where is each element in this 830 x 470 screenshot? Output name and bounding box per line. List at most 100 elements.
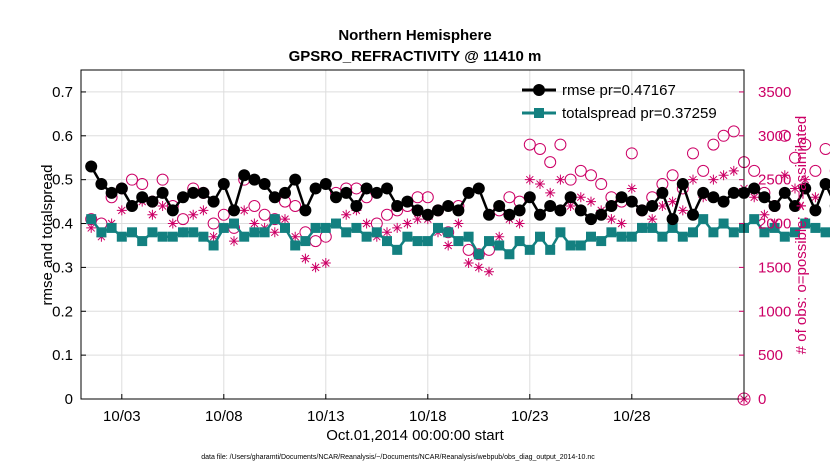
assimilated-obs-point (688, 174, 698, 185)
assimilated-obs-point (667, 196, 678, 207)
totalspread-point (86, 214, 97, 225)
rmse-point (595, 208, 608, 221)
possible-obs-point (799, 138, 812, 151)
totalspread-point (96, 227, 107, 238)
legend: rmse pr=0.47167 totalspread pr=0.37259 (522, 82, 717, 122)
assimilated-obs-point (810, 192, 821, 203)
assimilated-obs-point (790, 183, 800, 194)
totalspread-point (412, 236, 423, 247)
rmse-point (493, 199, 506, 212)
totalspread-point (198, 231, 209, 242)
assimilated-obs-point (412, 214, 423, 225)
rmse-point (585, 213, 597, 226)
data-file-footnote: data file: /Users/gharamti/Documents/NCA… (201, 454, 595, 461)
rmse-point (411, 204, 424, 217)
y2-tick-label: 3500 (758, 84, 791, 101)
possible-obs-point (707, 138, 720, 151)
totalspread-point (790, 227, 800, 238)
y-tick-label: 0.4 (52, 216, 73, 233)
totalspread-point (565, 240, 576, 251)
assimilated-obs-point (616, 218, 627, 229)
totalspread-point (606, 227, 617, 238)
totalspread-point (106, 222, 117, 233)
totalspread-point (167, 231, 178, 242)
rmse-point (166, 204, 179, 217)
rmse-point (258, 178, 271, 191)
rmse-point (615, 191, 628, 204)
rmse-point (248, 173, 261, 186)
rmse-point (421, 208, 434, 221)
y2-tick-label: 1500 (758, 259, 791, 276)
assimilated-obs-point (402, 218, 413, 229)
rmse-point (105, 186, 118, 199)
assimilated-obs-point (575, 192, 586, 203)
rmse-point (554, 204, 567, 217)
axes-frame (80, 69, 745, 400)
assimilated-obs-point (606, 214, 617, 225)
assimilated-obs-point (239, 205, 250, 216)
rmse-point (534, 208, 546, 221)
assimilated-obs-point (198, 205, 209, 216)
assimilated-obs-point (290, 231, 301, 242)
plot-area (85, 125, 830, 406)
rmse-point (299, 204, 312, 217)
rmse-point (717, 195, 730, 208)
assimilated-obs-point (341, 209, 352, 220)
possible-obs-point (217, 208, 230, 221)
totalspread-point (208, 240, 219, 251)
totalspread-point (453, 236, 464, 247)
rmse-point (330, 191, 342, 204)
rmse-point (126, 199, 138, 212)
rmse-point (758, 191, 771, 204)
assimilated-obs-point (361, 218, 372, 229)
rmse-point (503, 208, 516, 221)
chart-title: Northern Hemisphere (338, 27, 491, 44)
possible-obs-point (544, 156, 557, 169)
totalspread-point (341, 227, 352, 238)
possible-obs-point (350, 182, 363, 195)
y2-tick-label: 2000 (758, 216, 791, 233)
assimilated-obs-point (269, 227, 280, 238)
possible-obs-point (523, 138, 536, 151)
possible-obs-point (156, 173, 169, 186)
legend-marker-spread (534, 108, 544, 118)
totalspread-point (443, 227, 454, 238)
rmse-point (381, 182, 393, 195)
assimilated-obs-point (565, 200, 576, 211)
totalspread-point (361, 231, 372, 242)
rmse-point (656, 186, 669, 199)
rmse-point (574, 204, 587, 217)
y2-tick-label: 1000 (758, 303, 791, 320)
totalspread-point (127, 227, 137, 238)
x-tick-label: 10/13 (307, 408, 345, 425)
rmse-point (136, 191, 149, 204)
assimilated-obs-point (677, 205, 688, 216)
totalspread-point (249, 227, 260, 238)
possible-obs-point (748, 164, 761, 177)
assimilated-obs-point (453, 218, 464, 229)
rmse-point (177, 191, 189, 204)
possible-obs-point (421, 191, 434, 204)
x-tick-label: 10/23 (511, 408, 549, 425)
assimilated-obs-point (779, 170, 790, 181)
totalspread-point (382, 236, 392, 247)
y-tick-label: 0.2 (52, 303, 73, 320)
rmse-point (432, 204, 444, 217)
rmse-point (228, 204, 240, 217)
rmse-point (279, 186, 291, 199)
rmse-point (768, 199, 781, 212)
left-axis: 0 0.1 0.2 0.3 0.4 0.5 0.6 0.7 (52, 84, 86, 408)
totalspread-point (392, 244, 403, 255)
totalspread-point (422, 236, 433, 247)
possible-obs-point (126, 173, 138, 186)
rmse-point (564, 191, 577, 204)
rmse-point (809, 204, 822, 217)
right-axis: 0 500 1000 1500 2000 2500 3000 3500 (739, 84, 791, 408)
rmse-point (687, 208, 699, 221)
y-tick-label: 0.3 (52, 259, 73, 276)
possible-obs-point (697, 164, 710, 177)
rmse-point (472, 182, 485, 195)
assimilated-obs-point (524, 174, 535, 185)
possible-obs-point (789, 151, 801, 164)
